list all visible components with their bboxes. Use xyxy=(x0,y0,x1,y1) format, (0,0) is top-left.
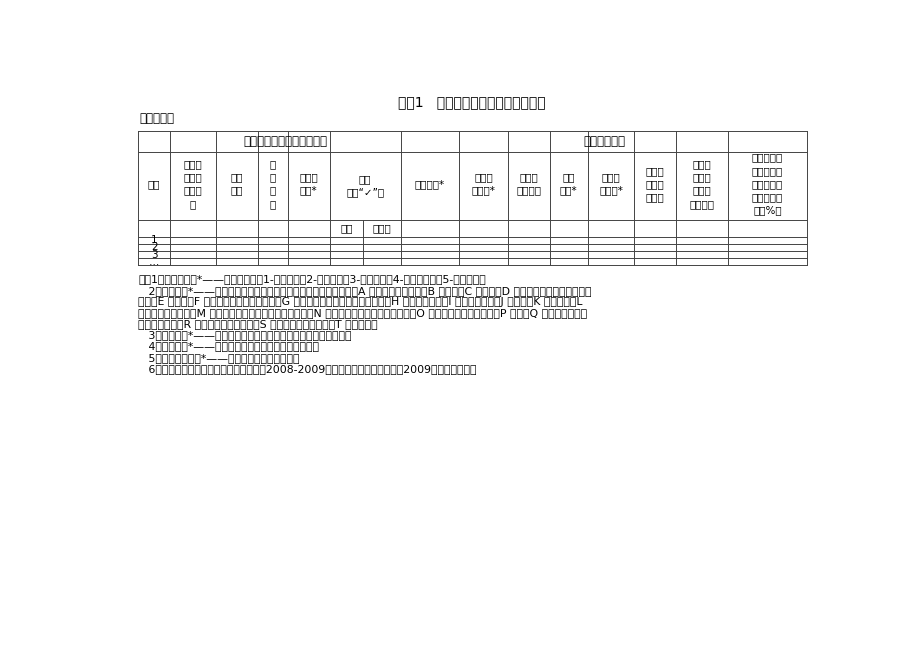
Text: 和社会福利业；R 文化、体育和娱乐业；S 公共管理与社会组织；T 国际组织。: 和社会福利业；R 文化、体育和娱乐业；S 公共管理与社会组织；T 国际组织。 xyxy=(138,319,378,329)
Text: 生均实
习时间
（周）: 生均实 习时间 （周） xyxy=(645,166,664,202)
Text: 学校支
出生均
实习经
费（元）: 学校支 出生均 实习经 费（元） xyxy=(688,159,713,209)
Text: …: … xyxy=(149,256,159,267)
Text: 注：1．所有制情况*——请填写代码：1-国有经济、2-集体经济、3-私有经济、4-港澳台经济、5-外商经济。: 注：1．所有制情况*——请填写代码：1-国有经济、2-集体经济、3-私有经济、4… xyxy=(138,275,485,284)
Text: 附袅1   校外实习实践基地建设情况表: 附袅1 校外实习实践基地建设情况表 xyxy=(397,95,545,109)
Text: 学生数
量（人）: 学生数 量（人） xyxy=(516,173,540,195)
Text: 大型: 大型 xyxy=(340,223,352,233)
Text: 承担学生实习: 承担学生实习 xyxy=(583,135,624,148)
Text: 2．所属行业*——请按国家统计局的国民经济行业分类填写。包括：A 农、林、牧、渔业；B 采矿业；C 制造业；D 电力、燃气及水的生产和供: 2．所属行业*——请按国家统计局的国民经济行业分类填写。包括：A 农、林、牧、渔… xyxy=(138,286,591,296)
Text: 校外实
习实践
基地名
称: 校外实 习实践 基地名 称 xyxy=(184,159,202,209)
Text: 3: 3 xyxy=(151,249,157,260)
Text: 校外实习实践基地依托单位: 校外实习实践基地依托单位 xyxy=(244,135,327,148)
Text: 租赁和商务服务业；M 科学研究、技术服务和地质勘查业；N 水利、环境和公共设施管理业；O 居民服务和其他服务业；P 教育；Q 卫生、社会保障: 租赁和商务服务业；M 科学研究、技术服务和地质勘查业；N 水利、环境和公共设施管… xyxy=(138,308,586,318)
Text: 所
在
省
市: 所 在 省 市 xyxy=(269,159,276,209)
Text: 单位
名称: 单位 名称 xyxy=(231,173,243,195)
Text: 应业；E 建筑业；F 交通运输、仓储和邮政业；G 信息传输、计算机服务和软件业；H 批发和零售业；I 住宿和餐饮业；J 金融业；K 房地产业；L: 应业；E 建筑业；F 交通运输、仓储和邮政业；G 信息传输、计算机服务和软件业；… xyxy=(138,297,582,307)
Text: 学校名称：: 学校名称： xyxy=(140,113,175,126)
Text: 序号: 序号 xyxy=(148,179,160,189)
Text: 5．主要实习方式*——如观摩、跟班、顶岗等。: 5．主要实习方式*——如观摩、跟班、顶岗等。 xyxy=(138,353,300,363)
Text: 2: 2 xyxy=(151,242,157,253)
Text: 实习
性质*: 实习 性质* xyxy=(560,173,577,195)
Text: 中小型: 中小型 xyxy=(372,223,391,233)
Text: 类型
（请“✓”）: 类型 （请“✓”） xyxy=(346,174,384,197)
Text: 所有制
情况*: 所有制 情况* xyxy=(299,173,318,195)
Text: 1: 1 xyxy=(151,235,157,245)
Text: 所属行业*: 所属行业* xyxy=(414,179,445,189)
Text: 4．实习性质*——如认识实习、生产实习、毕业实习等: 4．实习性质*——如认识实习、生产实习、毕业实习等 xyxy=(138,342,319,352)
Text: 主要学
科门类*: 主要学 科门类* xyxy=(471,173,495,195)
Text: 3．学科门类*——指工科类、农林类、医药类、理科类、文科类。: 3．学科门类*——指工科类、农林类、医药类、理科类、文科类。 xyxy=(138,330,351,340)
Text: 主要实
习方式*: 主要实 习方式* xyxy=(598,173,622,195)
Text: 能承担的实
习任务量占
学生应实习
任务量的比
例（%）: 能承担的实 习任务量占 学生应实习 任务量的比 例（%） xyxy=(751,152,782,215)
Text: 6．其他，学生数据和实习任务量比例以2008-2009学年数据为准，经费数据以2009年度数据为准。: 6．其他，学生数据和实习任务量比例以2008-2009学年数据为准，经费数据以2… xyxy=(138,364,476,374)
